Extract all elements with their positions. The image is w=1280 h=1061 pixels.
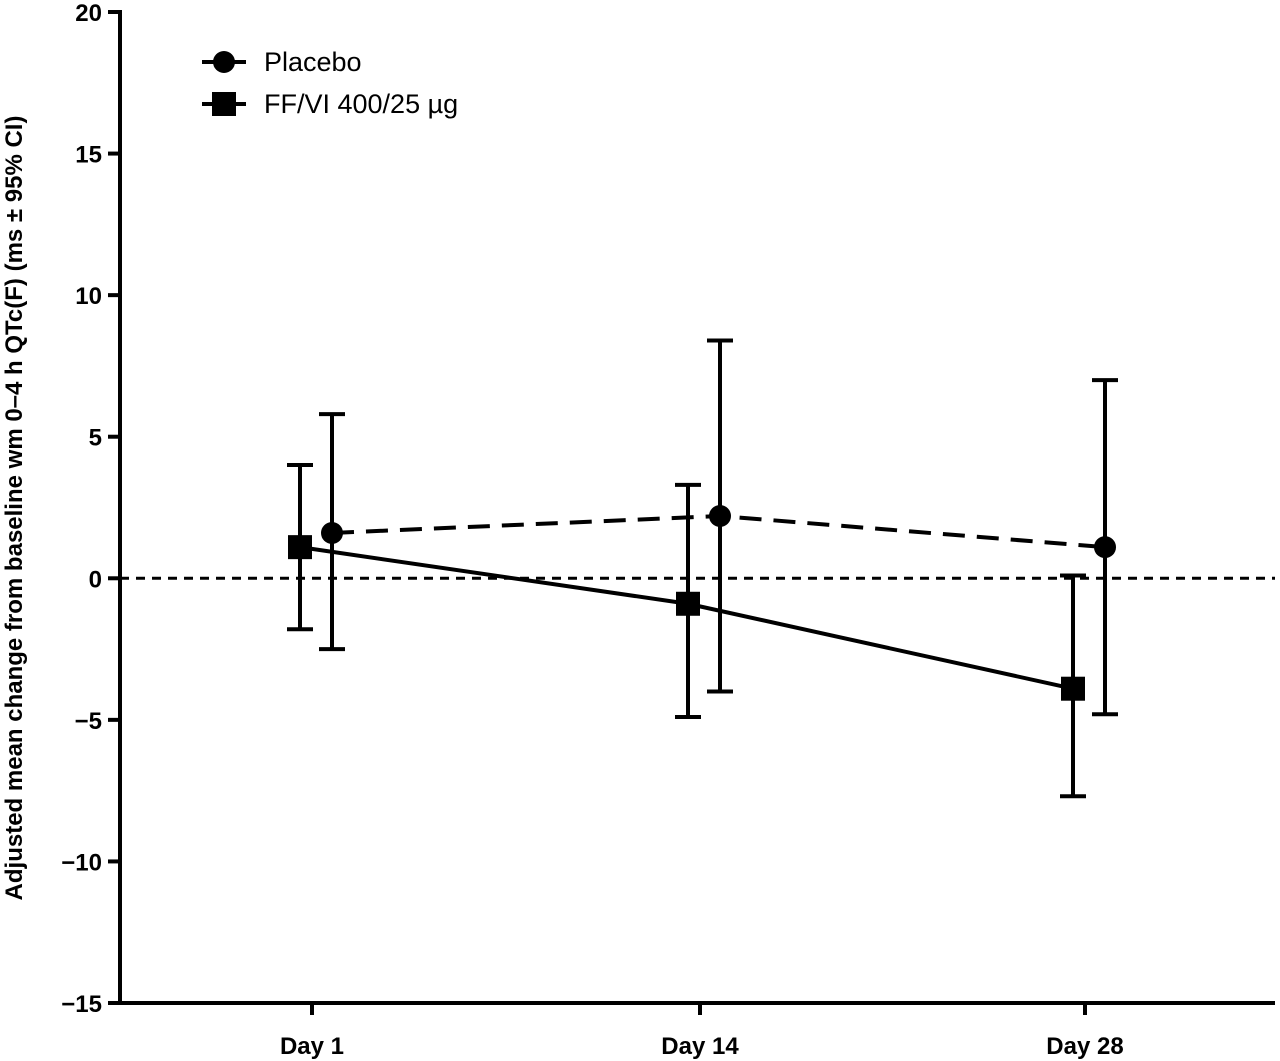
- legend-label: Placebo: [264, 47, 362, 77]
- y-tick-label: 15: [75, 142, 102, 169]
- y-tick-label: −15: [61, 991, 102, 1018]
- series-ff-vi: [287, 463, 1086, 799]
- y-tick-label: 0: [89, 566, 102, 593]
- data-point-circle: [321, 521, 343, 544]
- x-tick-label: Day 28: [1046, 1033, 1123, 1060]
- y-axis-title: Adjusted mean change from baseline wm 0–…: [1, 116, 28, 901]
- data-point-square: [1061, 676, 1085, 701]
- legend-marker-square: [212, 92, 236, 116]
- x-tick-label: Day 1: [280, 1033, 344, 1060]
- legend-item: Placebo: [202, 47, 362, 77]
- y-tick-label: −5: [75, 708, 102, 735]
- x-tick-label: Day 14: [661, 1033, 739, 1060]
- legend-item: FF/VI 400/25 µg: [202, 89, 458, 119]
- y-tick-label: 10: [75, 283, 102, 310]
- legend-marker-circle: [213, 51, 235, 73]
- legend-label: FF/VI 400/25 µg: [264, 89, 458, 119]
- data-point-circle: [709, 504, 731, 527]
- data-point-square: [676, 591, 700, 616]
- axes: [118, 10, 1275, 1005]
- x-ticks: Day 1 Day 14 Day 28: [280, 1003, 1124, 1060]
- data-point-circle: [1094, 536, 1116, 559]
- series-layer: [287, 338, 1118, 799]
- series-placebo: [319, 338, 1118, 717]
- legend: Placebo FF/VI 400/25 µg: [202, 47, 458, 119]
- y-tick-label: 5: [89, 425, 102, 452]
- y-tick-label: −10: [61, 849, 102, 876]
- data-point-square: [288, 535, 312, 560]
- y-ticks: −15 −10 −5 0 5 10 15 20: [61, 0, 120, 1018]
- y-tick-label: 20: [75, 0, 102, 27]
